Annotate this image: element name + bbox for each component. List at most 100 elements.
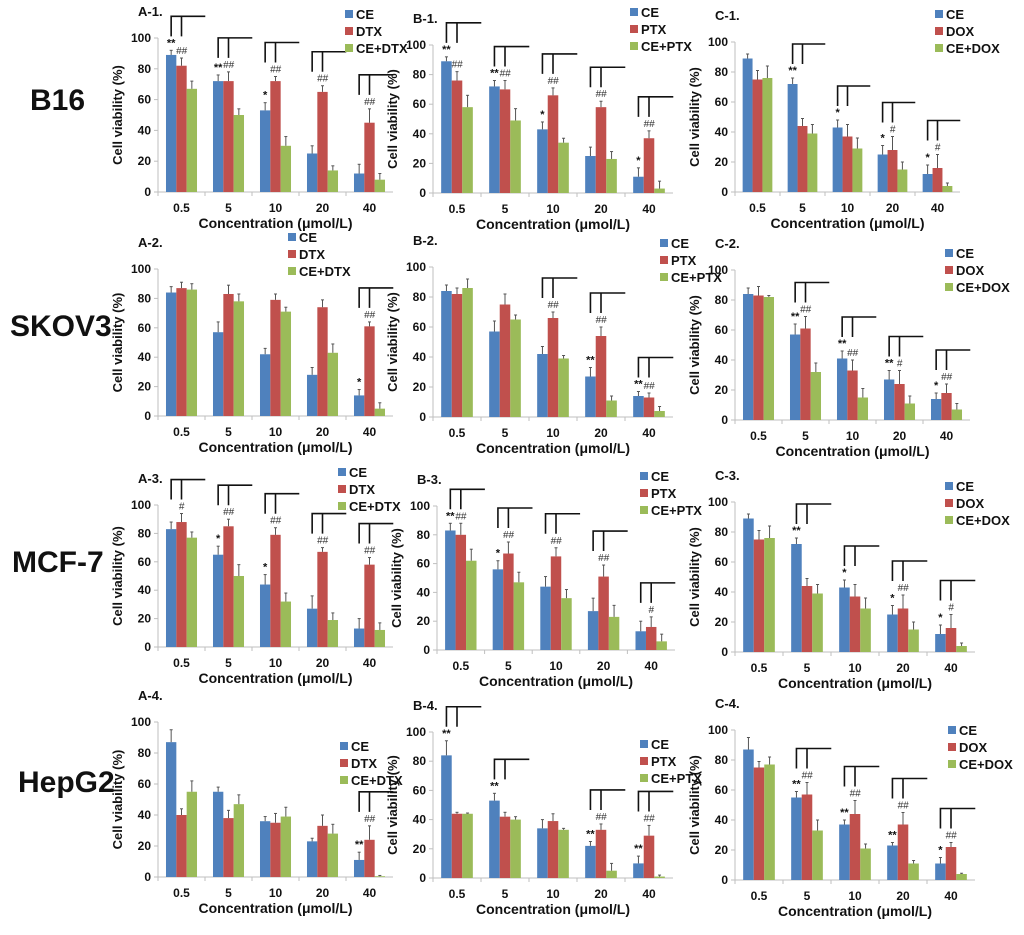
significance-hash: ##	[176, 46, 188, 57]
x-axis-label: Concentration (μmol/L)	[776, 443, 930, 459]
bar-dtx	[364, 564, 375, 647]
bar-ce	[212, 554, 224, 647]
bar-ce	[789, 334, 801, 420]
legend-swatch	[640, 757, 648, 765]
bar-ce-plus-dtx	[327, 352, 339, 416]
x-tick-label: 5	[802, 429, 809, 443]
bar-dox	[887, 150, 898, 192]
x-tick-label: 10	[841, 201, 855, 215]
x-tick-label: 40	[940, 429, 954, 443]
significance-star: **	[792, 525, 801, 537]
bar-ce	[743, 518, 754, 652]
significance-star: *	[938, 612, 943, 624]
significance-hash: ##	[364, 546, 376, 557]
legend-label: CE	[641, 5, 659, 20]
significance-bracket	[264, 492, 300, 514]
significance-bracket	[217, 484, 253, 506]
bar-ce-plus-dox	[942, 186, 953, 192]
y-tick-label: 60	[715, 555, 729, 569]
bar-ce	[877, 154, 888, 192]
bar-dtx	[223, 818, 234, 877]
bar-ce-plus-dtx	[327, 833, 339, 877]
y-tick-label: 0	[144, 640, 151, 654]
significance-bracket	[311, 512, 347, 534]
x-axis-label: Concentration (μmol/L)	[199, 670, 353, 686]
y-tick-label: 80	[413, 754, 427, 768]
significance-star: **	[442, 728, 451, 740]
x-tick-label: 0.5	[452, 659, 469, 673]
bar-ce-plus-ptx	[558, 829, 569, 878]
bar-dtx	[176, 815, 187, 877]
legend-label: CE+PTX	[651, 503, 702, 518]
legend-swatch	[660, 239, 668, 247]
significance-bracket	[589, 789, 626, 810]
y-axis-label: Cell viability (%)	[110, 65, 125, 165]
bar-ce	[489, 86, 500, 193]
significance-bracket	[445, 705, 482, 727]
significance-star: **	[490, 780, 499, 792]
panel-title: C-2.	[715, 236, 740, 251]
significance-bracket	[639, 582, 676, 603]
bar-ce-plus-dtx	[374, 179, 386, 192]
significance-bracket	[841, 316, 877, 337]
bar-ce	[791, 544, 802, 652]
significance-hash: #	[948, 603, 954, 614]
panel-title: C-1.	[715, 8, 740, 23]
x-tick-label: 20	[316, 656, 330, 670]
legend-swatch	[945, 499, 953, 507]
x-tick-label: 0.5	[173, 425, 190, 439]
y-tick-label: 20	[413, 380, 427, 394]
bar-ptx	[598, 576, 609, 650]
bar-dox	[894, 384, 905, 420]
x-tick-label: 40	[363, 201, 377, 215]
bar-ce-plus-dox	[956, 874, 967, 880]
significance-star: **	[214, 62, 223, 74]
bar-ce-plus-dox	[812, 593, 823, 652]
bar-ce	[935, 634, 946, 652]
significance-bracket	[445, 22, 482, 43]
significance-bracket	[795, 503, 832, 524]
y-tick-label: 0	[144, 409, 151, 423]
legend-label: PTX	[671, 253, 697, 268]
bar-ce	[259, 821, 271, 877]
x-tick-label: 40	[944, 661, 958, 675]
bar-ce-plus-dtx	[374, 629, 386, 647]
x-tick-label: 20	[896, 661, 910, 675]
legend-swatch	[640, 472, 648, 480]
significance-star: **	[840, 807, 849, 819]
significance-hash: ##	[317, 536, 329, 547]
significance-bracket	[358, 791, 394, 812]
bar-ptx	[451, 80, 463, 193]
x-tick-label: 10	[848, 661, 862, 675]
significance-star: *	[880, 133, 885, 145]
bar-dox	[842, 136, 853, 192]
bar-dtx	[317, 307, 328, 416]
legend-swatch	[948, 760, 956, 768]
significance-bracket	[170, 15, 206, 37]
legend: CE PTX CE+PTX	[640, 469, 702, 518]
bar-ce-plus-ptx	[654, 188, 665, 193]
legend-label: DOX	[959, 740, 988, 755]
bar-ce	[930, 399, 942, 420]
legend: CE PTX CE+PTX	[640, 737, 702, 786]
y-tick-label: 0	[721, 413, 728, 427]
x-tick-label: 20	[886, 201, 900, 215]
bar-ce	[743, 749, 754, 880]
y-tick-label: 60	[715, 783, 729, 797]
significance-hash: ##	[643, 813, 655, 824]
bar-dtx	[270, 81, 281, 192]
legend-label: CE	[356, 7, 374, 22]
bar-dox	[897, 608, 909, 652]
x-tick-label: 10	[269, 656, 283, 670]
significance-bracket	[358, 522, 394, 544]
y-tick-label: 60	[138, 777, 152, 791]
bar-dtx	[270, 534, 281, 647]
bar-ce-plus-ptx	[466, 560, 477, 650]
bar-ce	[836, 358, 848, 420]
significance-hash: ##	[317, 74, 329, 85]
x-tick-label: 5	[804, 889, 811, 903]
x-tick-label: 5	[225, 201, 232, 215]
bar-dtx	[176, 522, 187, 647]
y-axis-label: Cell viability (%)	[687, 755, 702, 855]
